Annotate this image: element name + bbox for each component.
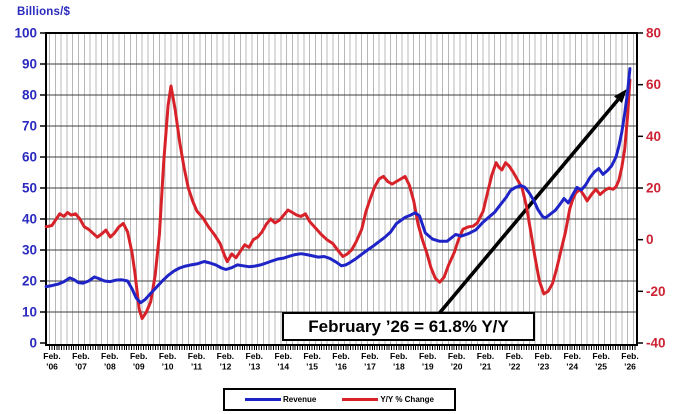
x-tick-month-label: Feb. — [477, 351, 494, 361]
y-left-tick-label: 10 — [22, 305, 37, 320]
x-tick-year-label: ’10 — [162, 362, 174, 372]
x-tick-month-label: Feb. — [217, 351, 234, 361]
y-right-tick-label: 20 — [646, 181, 661, 196]
x-tick-year-label: ’13 — [248, 362, 260, 372]
y-right-tick-label: -40 — [646, 336, 666, 351]
x-tick-year-label: ’11 — [191, 362, 203, 372]
x-tick-month-label: Feb. — [101, 351, 118, 361]
revenue-line-swatch — [244, 398, 281, 401]
x-tick-year-label: ’17 — [364, 362, 376, 372]
y-left-tick-label: 40 — [22, 212, 37, 227]
x-tick-month-label: Feb. — [159, 351, 176, 361]
x-tick-month-label: Feb. — [361, 351, 378, 361]
x-tick-month-label: Feb. — [130, 351, 147, 361]
yoy-change-line — [44, 78, 632, 320]
legend-box: Revenue Y/Y % Change — [223, 388, 456, 411]
x-tick-month-label: Feb. — [448, 351, 465, 361]
y-left-tick-label: 100 — [14, 26, 37, 41]
y-axis-title: Billions/$ — [17, 6, 71, 18]
y-right-tick-label: 0 — [646, 232, 654, 247]
yoy-legend-label: Y/Y % Change — [380, 395, 434, 404]
y-right-tick-label: -20 — [646, 284, 666, 299]
y-left-tick-label: 90 — [22, 57, 37, 72]
y-left-tick-label: 50 — [22, 181, 37, 196]
x-tick-month-label: Feb. — [72, 351, 89, 361]
y-right-tick-label: 40 — [646, 129, 661, 144]
annotation-callout: February ’26 = 61.8% Y/Y — [282, 312, 535, 341]
x-tick-year-label: ’18 — [393, 362, 405, 372]
y-right-tick-label: 60 — [646, 77, 661, 92]
x-tick-year-label: ’09 — [133, 362, 145, 372]
x-tick-month-label: Feb. — [563, 351, 580, 361]
x-tick-month-label: Feb. — [592, 351, 609, 361]
x-tick-month-label: Feb. — [332, 351, 349, 361]
x-tick-year-label: ’21 — [480, 362, 492, 372]
x-tick-month-label: Feb. — [246, 351, 263, 361]
axis-frame — [45, 32, 638, 347]
horizontal-gridlines — [46, 63, 637, 313]
y-left-tick-label: 30 — [22, 243, 37, 258]
x-tick-month-label: Feb. — [188, 351, 205, 361]
x-tick-year-label: ’12 — [219, 362, 231, 372]
x-tick-month-label: Feb. — [43, 351, 60, 361]
x-tick-year-label: ’07 — [75, 362, 87, 372]
y-left-tick-label: 70 — [22, 119, 37, 134]
x-tick-month-label: Feb. — [303, 351, 320, 361]
x-tick-year-label: ’08 — [104, 362, 116, 372]
x-tick-year-label: ’19 — [422, 362, 434, 372]
x-tick-year-label: ’06 — [46, 362, 58, 372]
y-left-tick-label: 80 — [22, 88, 37, 103]
x-tick-year-label: ’16 — [335, 362, 347, 372]
x-tick-month-label: Feb. — [535, 351, 552, 361]
x-tick-year-label: ’23 — [537, 362, 549, 372]
x-tick-year-label: ’24 — [566, 362, 578, 372]
x-tick-month-label: Feb. — [419, 351, 436, 361]
y-left-tick-label: 0 — [29, 336, 37, 351]
x-tick-year-label: ’15 — [306, 362, 318, 372]
x-tick-month-label: Feb. — [274, 351, 291, 361]
y-right-ticks-and-labels: 80 60 40 20 0 -20 -40 — [637, 26, 666, 351]
annotation-text: February ’26 = 61.8% Y/Y — [308, 316, 509, 336]
x-axis-labels: Feb.’06Feb.’07Feb.’08Feb.’09Feb.’10Feb.’… — [43, 351, 638, 372]
x-tick-year-label: ’22 — [508, 362, 520, 372]
x-tick-year-label: ’20 — [451, 362, 463, 372]
revenue-legend-label: Revenue — [282, 395, 317, 404]
y-left-tick-label: 20 — [22, 274, 37, 289]
vertical-gridlines — [49, 33, 634, 345]
x-tick-month-label: Feb. — [390, 351, 407, 361]
revenue-line — [44, 67, 632, 305]
x-tick-year-label: ’25 — [595, 362, 607, 372]
legend-item-revenue: Revenue — [244, 395, 317, 404]
x-tick-year-label: ’26 — [624, 362, 636, 372]
y-right-tick-label: 80 — [646, 26, 661, 41]
y-left-tick-label: 60 — [22, 150, 37, 165]
x-tick-month-label: Feb. — [621, 351, 638, 361]
x-tick-year-label: ’14 — [277, 362, 289, 372]
yoy-line-swatch — [342, 398, 379, 401]
legend-item-yoy: Y/Y % Change — [342, 395, 434, 404]
x-tick-month-label: Feb. — [506, 351, 523, 361]
x-axis-ticks — [49, 346, 636, 350]
